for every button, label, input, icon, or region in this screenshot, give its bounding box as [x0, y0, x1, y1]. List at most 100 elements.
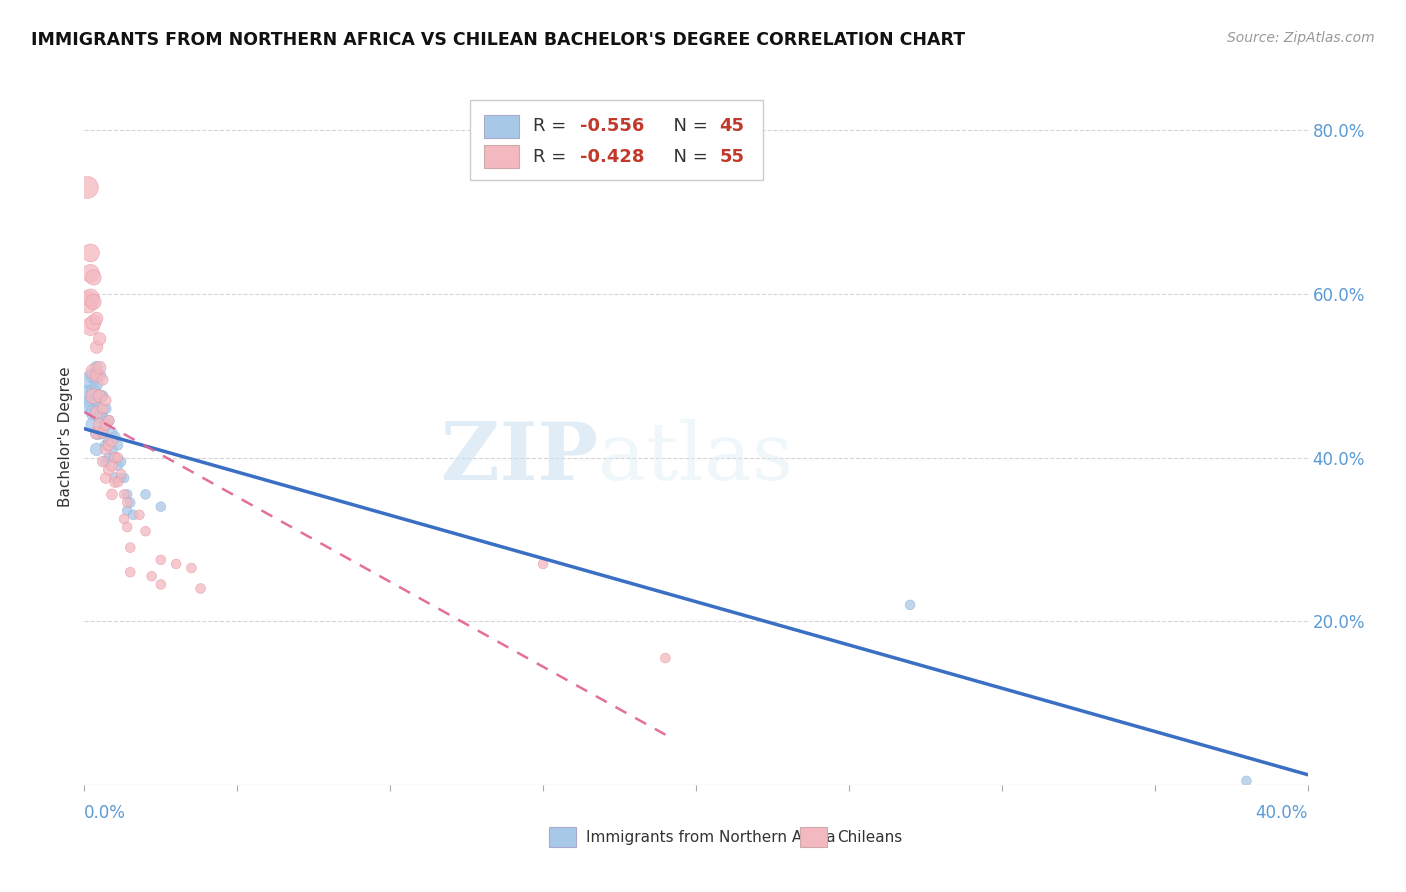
- Point: [76, 180, 98, 194]
- Point: [79, 266, 101, 280]
- Point: [94, 393, 117, 408]
- Bar: [470, 100, 763, 179]
- Point: [149, 577, 172, 591]
- Point: [86, 405, 108, 419]
- Point: [107, 475, 129, 489]
- Point: [101, 458, 124, 473]
- Text: R =: R =: [533, 148, 572, 166]
- Point: [79, 373, 101, 387]
- Text: ZIP: ZIP: [441, 419, 598, 497]
- Point: [83, 417, 105, 432]
- Point: [91, 425, 114, 440]
- Point: [86, 340, 108, 354]
- Point: [101, 442, 124, 457]
- Point: [79, 319, 101, 334]
- Text: 45: 45: [720, 117, 744, 135]
- Point: [89, 389, 111, 403]
- Point: [86, 311, 108, 326]
- Text: atlas: atlas: [598, 419, 793, 497]
- Point: [97, 434, 120, 449]
- Y-axis label: Bachelor's Degree: Bachelor's Degree: [58, 367, 73, 508]
- Point: [83, 405, 105, 419]
- Point: [97, 450, 120, 465]
- Point: [115, 520, 138, 534]
- Text: -0.556: -0.556: [579, 117, 644, 135]
- Point: [79, 291, 101, 305]
- Text: 0.0%: 0.0%: [84, 805, 127, 822]
- Bar: [550, 828, 576, 847]
- Point: [115, 495, 138, 509]
- Point: [83, 389, 105, 403]
- Point: [101, 425, 124, 440]
- Point: [86, 368, 108, 383]
- Point: [110, 455, 132, 469]
- Point: [89, 332, 111, 346]
- Bar: [484, 145, 519, 169]
- Point: [83, 365, 105, 379]
- Point: [89, 360, 111, 375]
- Point: [898, 598, 921, 612]
- Point: [79, 397, 101, 411]
- Point: [79, 246, 101, 260]
- Point: [101, 487, 124, 501]
- Point: [83, 368, 105, 383]
- Point: [531, 557, 554, 571]
- Point: [94, 438, 117, 452]
- Point: [654, 651, 676, 665]
- Point: [86, 425, 108, 440]
- Text: R =: R =: [533, 117, 572, 135]
- Point: [120, 495, 142, 509]
- Bar: [800, 828, 827, 847]
- Point: [86, 393, 108, 408]
- Bar: [484, 114, 519, 137]
- Point: [94, 442, 117, 457]
- Point: [89, 368, 111, 383]
- Point: [89, 409, 111, 424]
- Text: Chileans: Chileans: [837, 830, 901, 845]
- Text: Immigrants from Northern Africa: Immigrants from Northern Africa: [586, 830, 835, 845]
- Point: [89, 417, 111, 432]
- Point: [91, 455, 114, 469]
- Point: [91, 409, 114, 424]
- Point: [110, 467, 132, 481]
- Point: [83, 270, 105, 285]
- Point: [107, 438, 129, 452]
- Point: [104, 450, 127, 465]
- Point: [149, 553, 172, 567]
- Point: [104, 430, 127, 444]
- Point: [89, 389, 111, 403]
- Point: [141, 569, 163, 583]
- Point: [91, 425, 114, 440]
- Point: [190, 582, 212, 596]
- Point: [94, 417, 117, 432]
- Point: [101, 434, 124, 449]
- Point: [180, 561, 202, 575]
- Point: [83, 316, 105, 330]
- Point: [104, 471, 127, 485]
- Point: [110, 471, 132, 485]
- Point: [112, 487, 135, 501]
- Point: [165, 557, 187, 571]
- Point: [120, 565, 142, 579]
- Point: [135, 487, 157, 501]
- Point: [97, 463, 120, 477]
- Point: [128, 508, 150, 522]
- Point: [91, 389, 114, 403]
- Point: [86, 376, 108, 391]
- Point: [97, 438, 120, 452]
- Point: [86, 405, 108, 419]
- Point: [76, 389, 98, 403]
- Point: [86, 442, 108, 457]
- Point: [91, 373, 114, 387]
- Point: [91, 401, 114, 416]
- Point: [135, 524, 157, 539]
- Text: Source: ZipAtlas.com: Source: ZipAtlas.com: [1227, 31, 1375, 45]
- Point: [94, 471, 117, 485]
- Point: [122, 508, 145, 522]
- Point: [115, 487, 138, 501]
- Point: [112, 471, 135, 485]
- Point: [149, 500, 172, 514]
- Text: IMMIGRANTS FROM NORTHERN AFRICA VS CHILEAN BACHELOR'S DEGREE CORRELATION CHART: IMMIGRANTS FROM NORTHERN AFRICA VS CHILE…: [31, 31, 965, 49]
- Point: [94, 417, 117, 432]
- Point: [86, 360, 108, 375]
